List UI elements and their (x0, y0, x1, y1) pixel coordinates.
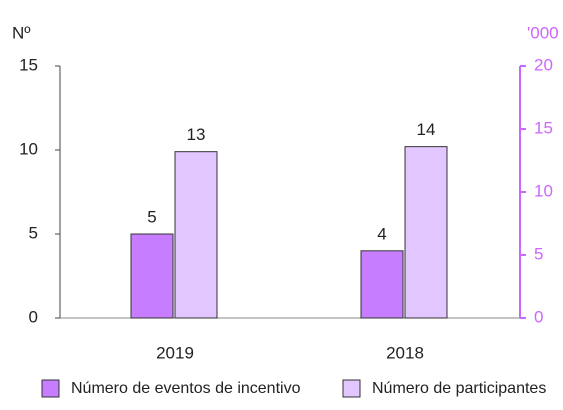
legend-swatch (342, 379, 361, 398)
y2-tick-label: 20 (534, 55, 553, 74)
y-tick-label: 5 (29, 223, 38, 242)
y-tick-label: 15 (19, 55, 38, 74)
legend-label: Número de participantes (372, 380, 546, 397)
x-tick-label: 2018 (386, 343, 424, 362)
bar (130, 233, 174, 319)
value-label: 4 (377, 224, 386, 243)
x-tick-label: 2019 (156, 343, 194, 362)
y2-tick-label: 15 (534, 118, 553, 137)
y2-axis-label: '000 (527, 23, 559, 42)
value-label: 5 (147, 207, 156, 226)
legend-swatch (41, 379, 60, 398)
y2-tick-label: 0 (534, 307, 543, 326)
legend-label: Número de eventos de incentivo (71, 380, 301, 397)
y-axis-label: Nº (12, 23, 31, 42)
value-label: 14 (417, 120, 436, 139)
bar (404, 146, 448, 319)
y-tick-label: 10 (19, 139, 38, 158)
value-label: 13 (187, 125, 206, 144)
y-tick-label: 0 (29, 307, 38, 326)
bar (360, 250, 404, 319)
y2-tick-label: 5 (534, 244, 543, 263)
bar (174, 151, 218, 319)
y2-tick-label: 10 (534, 181, 553, 200)
